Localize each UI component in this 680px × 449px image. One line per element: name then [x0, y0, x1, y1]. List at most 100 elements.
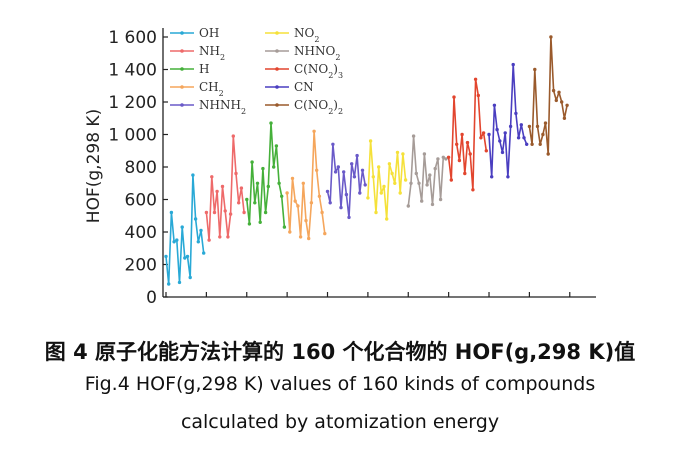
- data-point: [430, 202, 435, 207]
- data-point: [177, 280, 182, 285]
- data-point: [533, 67, 537, 72]
- data-point: [231, 134, 235, 138]
- legend-label: C(NO2)2: [294, 98, 343, 116]
- series-line: [205, 135, 245, 241]
- data-point: [193, 217, 198, 221]
- series-8: [446, 77, 488, 192]
- data-point: [180, 225, 184, 229]
- data-point: [530, 142, 534, 146]
- y-tick-label: 1 600: [108, 28, 157, 48]
- hof-line-chart: 0 200 400 600 800 1 000 1 200 1 400 1 600 HOF(g,…: [84, 26, 596, 308]
- y-tick-label: 200: [125, 256, 157, 276]
- legend-label: NHNH2: [199, 98, 246, 116]
- data-point: [172, 240, 176, 244]
- legend-item: NHNO2: [265, 44, 340, 62]
- data-point: [411, 134, 416, 138]
- legend-item: NH2: [170, 44, 225, 62]
- data-point: [202, 251, 206, 255]
- legend-item: NHNH2: [170, 98, 246, 116]
- data-point: [342, 170, 346, 174]
- data-point: [269, 121, 273, 125]
- data-point: [288, 230, 292, 234]
- data-point: [366, 196, 370, 200]
- data-point: [188, 275, 192, 280]
- legend-item: CH2: [170, 80, 224, 98]
- series-line: [286, 130, 326, 240]
- data-point: [406, 204, 410, 208]
- data-point: [185, 254, 190, 259]
- data-point: [220, 184, 225, 189]
- series-line: [488, 63, 528, 178]
- data-point: [551, 88, 556, 93]
- data-point: [339, 205, 343, 210]
- data-point: [414, 171, 418, 176]
- data-point: [438, 197, 443, 202]
- series-line: [407, 135, 447, 207]
- data-point: [323, 231, 327, 236]
- data-point: [374, 210, 378, 215]
- data-point: [317, 194, 322, 198]
- legend-marker: [275, 49, 279, 53]
- data-point: [293, 199, 297, 203]
- data-point: [557, 90, 561, 95]
- data-point: [516, 136, 521, 140]
- data-point: [253, 201, 257, 205]
- data-point: [360, 168, 365, 172]
- data-point: [266, 184, 270, 189]
- series-1: [164, 173, 206, 286]
- series-3: [245, 121, 287, 229]
- data-point: [347, 215, 351, 220]
- data-point: [444, 157, 448, 161]
- data-point: [538, 142, 542, 146]
- data-point: [428, 173, 432, 177]
- data-point: [500, 150, 505, 155]
- legend-label: C(NO2)3: [294, 62, 343, 80]
- data-point: [546, 152, 550, 156]
- data-point: [315, 168, 319, 172]
- data-point: [398, 191, 402, 195]
- y-tick-label: 1 000: [108, 126, 157, 146]
- series-line: [326, 143, 366, 219]
- legend-label: OH: [199, 26, 219, 40]
- data-point: [285, 191, 289, 195]
- data-point: [350, 162, 354, 166]
- plot-area: [164, 35, 569, 286]
- data-point: [331, 142, 335, 146]
- data-point: [277, 181, 281, 185]
- data-point: [476, 93, 480, 98]
- data-point: [417, 181, 421, 185]
- data-point: [473, 77, 478, 82]
- data-point: [183, 256, 187, 260]
- data-point: [207, 238, 211, 242]
- data-point: [377, 165, 381, 169]
- data-point: [344, 192, 349, 197]
- data-point: [487, 132, 491, 137]
- legend-item: NO2: [265, 26, 319, 44]
- data-point: [514, 111, 518, 116]
- legend-label: H: [199, 62, 209, 76]
- data-point: [449, 178, 453, 182]
- figure-caption-english-line2: calculated by atomization energy: [180, 411, 500, 433]
- legend-marker: [180, 31, 184, 35]
- legend-label: NHNO2: [294, 44, 340, 62]
- data-point: [298, 235, 303, 239]
- legend-marker: [275, 67, 279, 71]
- data-point: [562, 116, 567, 121]
- data-point: [519, 123, 523, 127]
- data-point: [433, 166, 437, 171]
- data-point: [234, 171, 238, 176]
- series-5: [325, 142, 367, 220]
- x-ticks: [165, 292, 571, 297]
- data-point: [274, 144, 279, 148]
- data-point: [261, 166, 265, 171]
- data-point: [393, 181, 397, 185]
- series-2: [204, 134, 246, 242]
- data-point: [296, 204, 300, 208]
- data-point: [167, 282, 171, 286]
- data-point: [387, 162, 392, 166]
- series-10: [527, 35, 569, 156]
- figure-caption-chinese: 图 4 原子化能方法计算的 160 个化合物的 HOF(g,298 K)值: [44, 340, 636, 364]
- data-point: [379, 191, 383, 195]
- data-point: [336, 165, 340, 169]
